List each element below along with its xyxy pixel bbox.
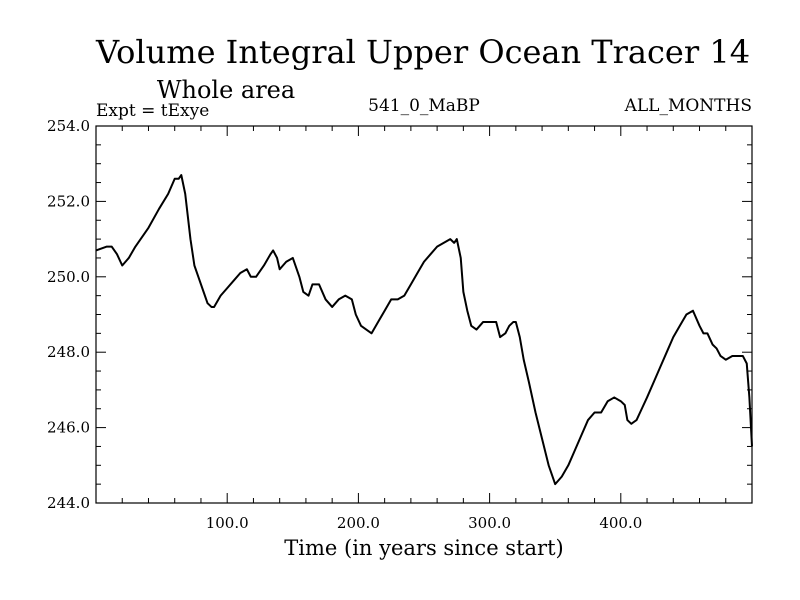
x-tick-label: 100.0 bbox=[206, 514, 249, 532]
x-axis-label: Time (in years since start) bbox=[284, 536, 563, 560]
chart-title: Volume Integral Upper Ocean Tracer 14 bbox=[95, 33, 750, 71]
center-label: 541_0_MaBP bbox=[368, 96, 480, 116]
series-line bbox=[95, 174, 753, 486]
chart-subtitle: Whole area bbox=[157, 76, 295, 104]
y-tick-label: 250.0 bbox=[47, 268, 90, 286]
right-label: ALL_MONTHS bbox=[624, 96, 752, 116]
experiment-label: Expt = tExye bbox=[96, 101, 209, 121]
plot-frame bbox=[95, 125, 753, 504]
x-axis: 100.0 200.0 300.0 400.0 bbox=[206, 126, 642, 532]
y-tick-label: 252.0 bbox=[47, 192, 90, 210]
minor-ticks bbox=[96, 126, 752, 503]
y-tick-label: 248.0 bbox=[47, 343, 90, 361]
y-tick-label: 246.0 bbox=[47, 419, 90, 437]
y-axis: 244.0 246.0 248.0 250.0 252.0 254.0 bbox=[47, 117, 752, 512]
y-tick-label: 254.0 bbox=[47, 117, 90, 135]
x-tick-label: 200.0 bbox=[337, 514, 380, 532]
x-tick-label: 400.0 bbox=[599, 514, 642, 532]
x-tick-label: 300.0 bbox=[468, 514, 511, 532]
y-tick-label: 244.0 bbox=[47, 494, 90, 512]
